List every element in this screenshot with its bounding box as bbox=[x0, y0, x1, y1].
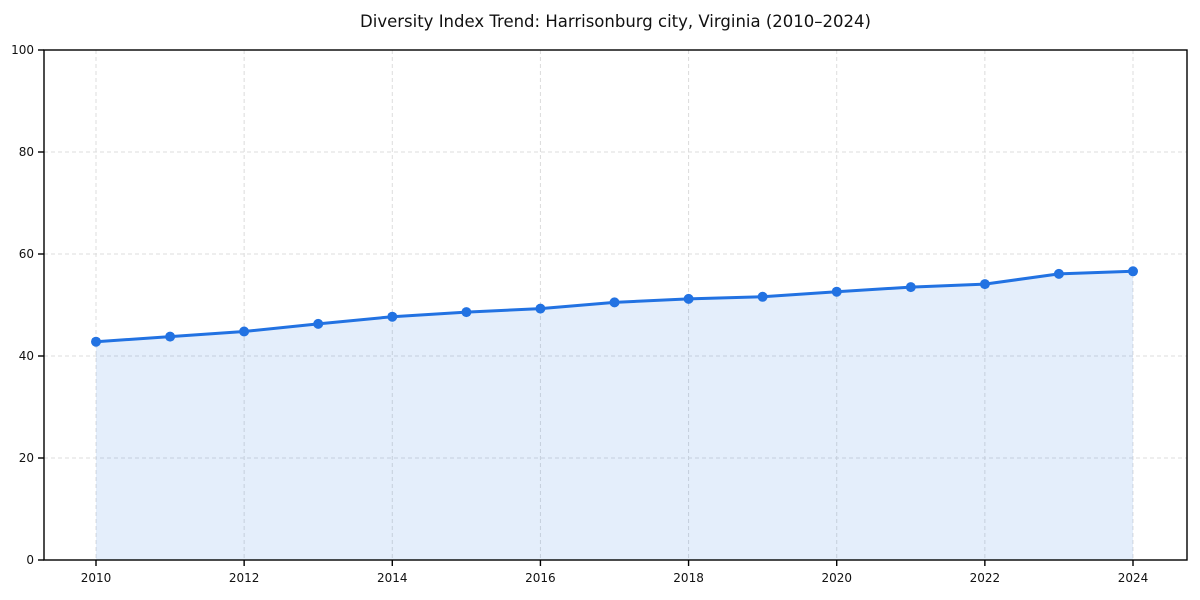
data-point bbox=[239, 326, 250, 337]
y-tick-label: 100 bbox=[11, 43, 34, 57]
x-tick-label: 2024 bbox=[1118, 571, 1149, 585]
y-tick-label: 40 bbox=[19, 349, 34, 363]
data-point bbox=[905, 282, 916, 293]
data-point bbox=[683, 293, 694, 304]
x-tick-label: 2018 bbox=[673, 571, 704, 585]
data-point bbox=[1128, 266, 1138, 277]
axis-tick-labels: 0 20 40 60 80 100 2010 2012 2014 2016 2018 2020 2022… bbox=[11, 43, 1148, 585]
chart-title: Diversity Index Trend: Harrisonburg city… bbox=[360, 12, 871, 31]
data-point bbox=[831, 286, 842, 297]
data-point bbox=[165, 331, 176, 342]
y-tick-label: 0 bbox=[26, 553, 34, 567]
x-tick-label: 2022 bbox=[970, 571, 1001, 585]
y-tick-label: 60 bbox=[19, 247, 34, 261]
data-point bbox=[535, 303, 546, 314]
data-point bbox=[979, 279, 990, 290]
data-point bbox=[313, 318, 324, 329]
y-tick-label: 20 bbox=[19, 451, 34, 465]
y-tick-label: 80 bbox=[19, 145, 34, 159]
axis-ticks bbox=[38, 49, 1134, 566]
x-tick-label: 2010 bbox=[81, 571, 112, 585]
x-tick-label: 2016 bbox=[525, 571, 556, 585]
area-fill bbox=[96, 271, 1133, 560]
x-tick-label: 2014 bbox=[377, 571, 408, 585]
data-point bbox=[757, 291, 768, 302]
data-point bbox=[1053, 268, 1064, 279]
x-tick-label: 2020 bbox=[821, 571, 852, 585]
data-point bbox=[609, 297, 620, 308]
gridlines bbox=[44, 50, 1187, 560]
plot-border bbox=[43, 49, 1188, 561]
data-point bbox=[387, 311, 398, 322]
data-point bbox=[91, 336, 101, 347]
x-tick-label: 2012 bbox=[229, 571, 260, 585]
data-points bbox=[91, 266, 1138, 347]
data-point bbox=[461, 307, 472, 318]
